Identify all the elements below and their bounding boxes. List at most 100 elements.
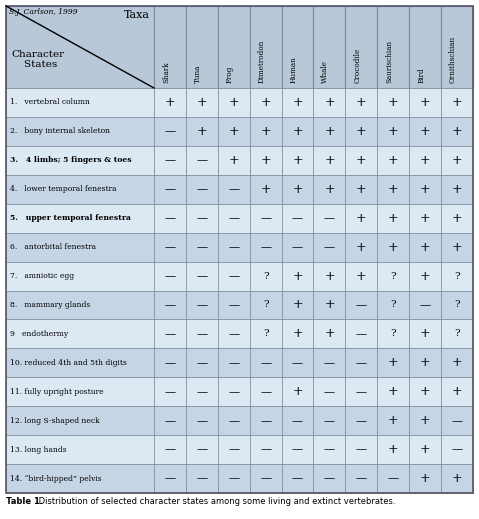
Text: —: —	[292, 358, 303, 368]
Text: +: +	[452, 96, 462, 109]
Bar	[250, 204, 282, 233]
Text: 6.   antorbital fenestra: 6. antorbital fenestra	[10, 243, 96, 251]
Bar	[6, 348, 154, 377]
Bar	[441, 6, 473, 88]
Text: Dimetrodon: Dimetrodon	[258, 40, 266, 83]
Text: +: +	[196, 125, 207, 138]
Text: +: +	[420, 443, 431, 456]
Bar	[409, 233, 441, 262]
Text: +: +	[388, 385, 399, 398]
Bar	[441, 319, 473, 348]
Bar	[377, 291, 409, 319]
Bar	[377, 204, 409, 233]
Bar	[313, 233, 345, 262]
Bar	[250, 291, 282, 319]
Text: —: —	[324, 416, 335, 426]
Text: —: —	[228, 213, 240, 223]
Bar	[409, 117, 441, 146]
Text: +: +	[324, 327, 335, 340]
Bar	[218, 377, 250, 406]
Text: —: —	[324, 213, 335, 223]
Text: 12. long S-shaped neck: 12. long S-shaped neck	[10, 417, 100, 425]
Bar	[282, 88, 313, 117]
Text: —: —	[228, 300, 240, 310]
Bar	[313, 464, 345, 493]
Bar	[441, 175, 473, 204]
Text: 14. “bird-hipped” pelvis: 14. “bird-hipped” pelvis	[10, 474, 102, 483]
Text: —: —	[164, 242, 175, 252]
Bar	[345, 348, 377, 377]
Bar	[250, 406, 282, 435]
Text: +: +	[292, 183, 303, 196]
Bar	[218, 464, 250, 493]
Bar	[441, 146, 473, 175]
Bar	[218, 435, 250, 464]
Bar	[282, 146, 313, 175]
Text: —: —	[356, 445, 367, 455]
Text: —: —	[196, 358, 207, 368]
Bar	[154, 262, 186, 291]
Text: —: —	[228, 445, 240, 455]
Bar	[345, 88, 377, 117]
Bar	[441, 348, 473, 377]
Text: Human: Human	[289, 56, 297, 83]
Text: —: —	[196, 387, 207, 397]
Text: Tuna: Tuna	[194, 65, 202, 83]
Bar	[313, 435, 345, 464]
Text: 10. reduced 4th and 5th digits: 10. reduced 4th and 5th digits	[10, 359, 127, 367]
Bar	[250, 435, 282, 464]
Text: +: +	[452, 357, 462, 370]
Bar	[186, 291, 218, 319]
Bar	[409, 435, 441, 464]
Bar	[441, 262, 473, 291]
Text: Crocodile: Crocodile	[354, 48, 361, 83]
Bar	[6, 117, 154, 146]
Bar	[186, 88, 218, 117]
Text: —: —	[260, 242, 271, 252]
Text: —: —	[292, 416, 303, 426]
Bar	[6, 233, 154, 262]
Text: —: —	[356, 387, 367, 397]
Bar	[409, 262, 441, 291]
Text: —: —	[356, 300, 367, 310]
Bar	[345, 233, 377, 262]
Bar	[282, 464, 313, 493]
Bar	[186, 117, 218, 146]
Bar	[313, 146, 345, 175]
Text: —: —	[260, 213, 271, 223]
Text: —: —	[260, 358, 271, 368]
Bar	[250, 319, 282, 348]
Bar	[154, 146, 186, 175]
Bar	[313, 6, 345, 88]
Bar	[154, 435, 186, 464]
Text: —: —	[196, 300, 207, 310]
Text: +: +	[452, 212, 462, 225]
Bar	[186, 146, 218, 175]
Bar	[282, 175, 313, 204]
Text: —: —	[292, 445, 303, 455]
Text: +: +	[292, 327, 303, 340]
Text: +: +	[452, 183, 462, 196]
Bar	[154, 204, 186, 233]
Text: Taxa: Taxa	[124, 10, 150, 20]
Text: 9   endothermy: 9 endothermy	[10, 330, 68, 338]
Text: +: +	[388, 443, 399, 456]
Bar	[6, 377, 154, 406]
Bar	[250, 233, 282, 262]
Bar	[186, 406, 218, 435]
Bar	[313, 175, 345, 204]
Bar	[313, 377, 345, 406]
Text: +: +	[452, 154, 462, 167]
Bar	[282, 319, 313, 348]
Text: +: +	[420, 357, 431, 370]
Text: +: +	[388, 414, 399, 427]
Text: —: —	[164, 184, 175, 194]
Text: —: —	[196, 445, 207, 455]
Text: —: —	[452, 416, 463, 426]
Text: ?: ?	[454, 271, 460, 281]
Text: S.J. Carlson, 1999: S.J. Carlson, 1999	[9, 8, 78, 16]
Bar	[282, 6, 313, 88]
Text: +: +	[420, 385, 431, 398]
Text: —: —	[356, 329, 367, 339]
Bar	[154, 464, 186, 493]
